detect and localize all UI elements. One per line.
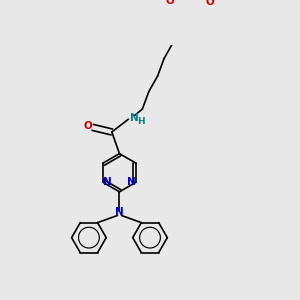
Text: N: N [130, 113, 139, 124]
Text: O: O [205, 0, 214, 7]
Text: O: O [165, 0, 174, 6]
Text: H: H [137, 117, 144, 126]
Text: O: O [84, 121, 92, 131]
Text: N: N [103, 177, 112, 187]
Text: N: N [127, 177, 136, 187]
Text: N: N [115, 207, 124, 217]
